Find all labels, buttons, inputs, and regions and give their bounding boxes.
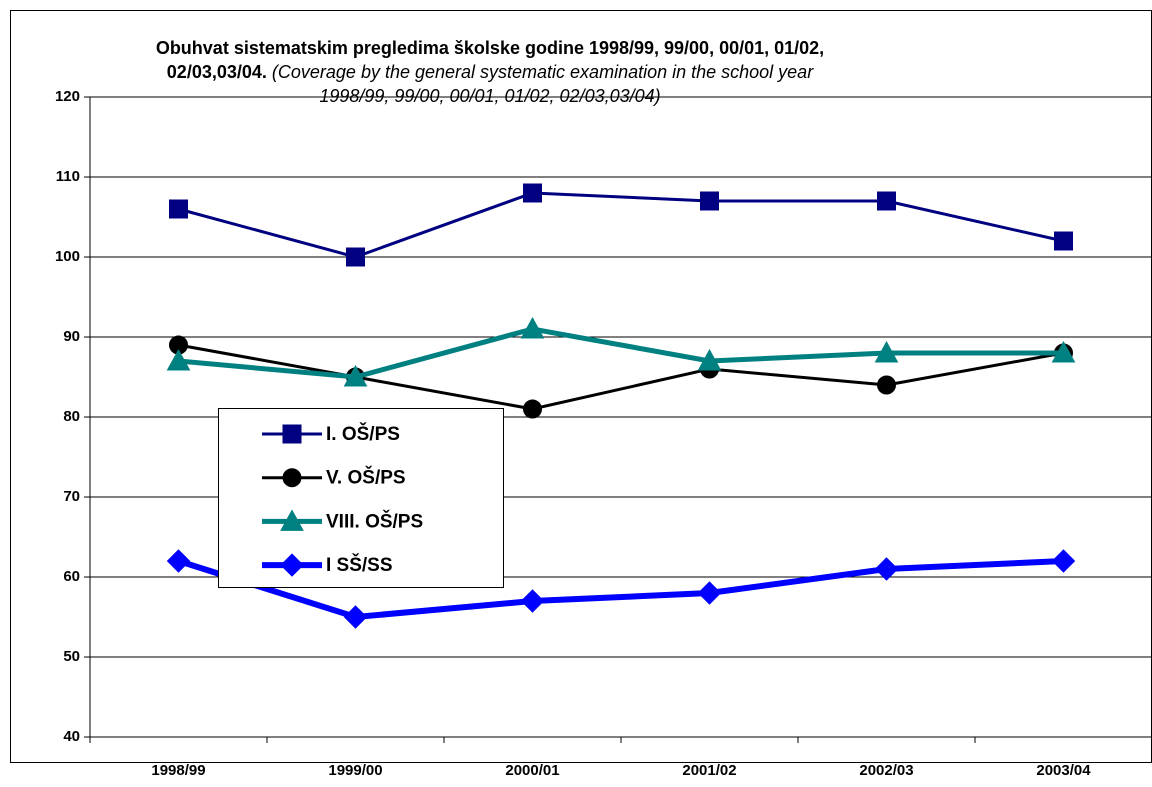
data-point [697, 581, 722, 605]
legend-marker [282, 424, 302, 444]
legend-box [218, 408, 504, 588]
x-tick-label: 2000/01 [505, 762, 559, 779]
data-point [1051, 340, 1076, 363]
series-line [178, 191, 1064, 259]
data-point [166, 549, 191, 573]
data-point [166, 348, 191, 371]
x-tick-label: 2002/03 [859, 762, 913, 779]
data-point [520, 316, 545, 339]
data-point [697, 348, 722, 371]
data-point [343, 605, 368, 629]
y-tick-label: 90 [63, 328, 80, 345]
data-point [523, 399, 542, 419]
y-tick-label: 60 [63, 568, 80, 585]
y-tick-label: 70 [63, 488, 80, 505]
series-line [177, 558, 1064, 621]
data-point [1051, 549, 1076, 573]
x-tick-label: 2001/02 [682, 762, 736, 779]
series-line [178, 326, 1064, 380]
legend-label: I. OŠ/PS [326, 423, 400, 445]
y-tick-label: 40 [63, 728, 80, 745]
y-tick-label: 100 [55, 248, 80, 265]
legend-label: I SŠ/SS [326, 554, 393, 576]
x-tick-label: 2003/04 [1036, 762, 1091, 779]
data-point [343, 364, 368, 387]
data-point [874, 340, 899, 363]
chart-subtitle: (Coverage by the general systematic exam… [271, 62, 814, 106]
legend-marker [280, 509, 304, 531]
chart-title-box: Obuhvat sistematskim pregledima školske … [135, 36, 845, 108]
x-tick-label: 1999/00 [328, 762, 382, 779]
data-point [1054, 231, 1073, 251]
data-point [169, 199, 188, 219]
data-point [346, 247, 365, 267]
legend-marker [282, 468, 302, 488]
data-point [877, 375, 896, 395]
legend-marker [280, 553, 304, 577]
y-tick-label: 50 [63, 648, 80, 665]
legend-label: V. OŠ/PS [326, 467, 406, 489]
data-point [877, 191, 896, 211]
y-tick-label: 110 [56, 168, 80, 185]
y-tick-label: 120 [55, 88, 80, 105]
data-point [700, 191, 719, 211]
chart-title: Obuhvat sistematskim pregledima školske … [155, 38, 825, 82]
data-point [520, 589, 545, 613]
x-tick-label: 1998/99 [151, 762, 205, 779]
series-line [178, 343, 1064, 411]
y-tick-label: 80 [63, 408, 80, 425]
legend: I. OŠ/PS V. OŠ/PS VIII. OŠ/PS I SŠ/SS [218, 408, 504, 588]
chart-frame [10, 10, 1152, 763]
data-point [874, 557, 899, 581]
legend-label: VIII. OŠ/PS [326, 510, 423, 532]
data-point [523, 183, 542, 203]
